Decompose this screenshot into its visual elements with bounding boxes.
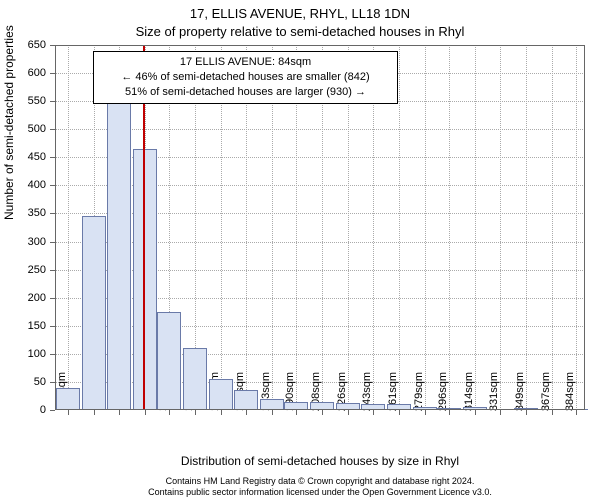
x-axis-label: Distribution of semi-detached houses by …	[55, 454, 585, 468]
ytick-label: 250	[28, 264, 46, 276]
xtick-mark	[296, 410, 297, 415]
ytick-label: 350	[28, 207, 46, 219]
ytick-label: 600	[28, 67, 46, 79]
ytick-label: 400	[28, 179, 46, 191]
xtick-mark	[94, 410, 95, 415]
credits-line1: Contains HM Land Registry data © Crown c…	[55, 476, 585, 487]
xtick-mark	[449, 410, 450, 415]
ytick-mark	[50, 410, 55, 411]
ytick-label: 450	[28, 151, 46, 163]
xtick-mark	[169, 410, 170, 415]
xtick-mark	[322, 410, 323, 415]
ytick-label: 550	[28, 95, 46, 107]
ytick-label: 200	[28, 292, 46, 304]
xtick-mark	[68, 410, 69, 415]
credits-line2: Contains public sector information licen…	[55, 487, 585, 498]
xtick-mark	[348, 410, 349, 415]
ytick-label: 100	[28, 348, 46, 360]
ytick-label: 150	[28, 320, 46, 332]
xtick-mark	[475, 410, 476, 415]
ytick-label: 50	[34, 376, 46, 388]
ytick-label: 650	[28, 39, 46, 51]
chart-title-line1: 17, ELLIS AVENUE, RHYL, LL18 1DN	[0, 6, 600, 21]
ytick-label: 300	[28, 236, 46, 248]
ytick-label: 500	[28, 123, 46, 135]
plot-area: 0501001502002503003504004505005506006503…	[55, 45, 585, 410]
ytick-label: 0	[40, 404, 46, 416]
xtick-mark	[195, 410, 196, 415]
xtick-mark	[576, 410, 577, 415]
chart-container: 17, ELLIS AVENUE, RHYL, LL18 1DN Size of…	[0, 0, 600, 500]
y-axis-label: Number of semi-detached properties	[2, 25, 16, 220]
credits: Contains HM Land Registry data © Crown c…	[55, 476, 585, 499]
chart-title-line2: Size of property relative to semi-detach…	[0, 24, 600, 39]
plot-border	[55, 45, 585, 410]
xtick-mark	[221, 410, 222, 415]
